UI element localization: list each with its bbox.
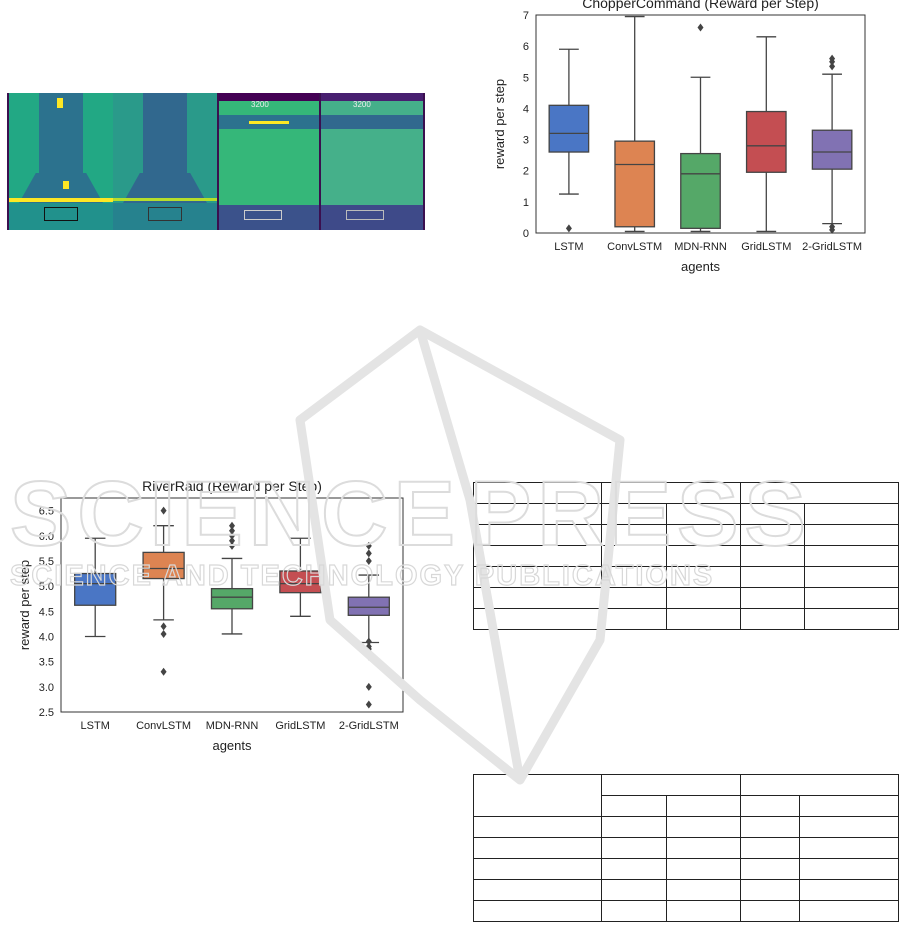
fuel-gauge [44, 207, 78, 221]
y-tick-label: 5.5 [39, 556, 54, 568]
table-row [472, 503, 899, 525]
chart-title: RiverRaid (Reward per Step) [142, 478, 322, 494]
plot-frame [535, 14, 866, 234]
chart-title: ChopperCommand (Reward per Step) [582, 0, 819, 11]
outlier-point [565, 224, 572, 233]
x-tick-label: 2-GridLSTM [802, 241, 862, 253]
table-row [472, 837, 899, 859]
y-axis-label: reward per step [20, 560, 32, 650]
table-header-row [472, 482, 900, 504]
outlier-point [229, 526, 235, 535]
x-tick-label: ConvLSTM [607, 241, 662, 253]
x-tick-label: MDN-RNN [206, 720, 259, 732]
outlier-point [365, 541, 372, 550]
outlier-point [365, 637, 372, 646]
y-tick-label: 3 [523, 135, 529, 147]
table-row [472, 545, 899, 567]
table-row [472, 608, 899, 630]
outlier-point [160, 506, 167, 515]
outlier-point [829, 222, 836, 231]
box-ConvLSTM [614, 140, 656, 228]
riverraid-noisy-panel [113, 93, 217, 230]
atari-frames-figure: 3200 3200 [7, 93, 425, 230]
outlier-point [365, 700, 372, 709]
x-axis-label: agents [681, 259, 721, 274]
box-MDN-RNN [210, 587, 254, 610]
y-tick-label: 4 [523, 103, 529, 115]
results-table-2 [472, 774, 900, 922]
y-axis-label: reward per step [495, 79, 507, 169]
outlier-point [229, 531, 235, 540]
table-row [472, 587, 899, 609]
y-tick-label: 6 [523, 41, 529, 53]
y-tick-label: 2.5 [39, 707, 54, 719]
y-tick-label: 2 [523, 166, 529, 178]
outlier-point [365, 549, 372, 558]
x-tick-label: LSTM [81, 720, 110, 732]
y-tick-label: 1 [523, 197, 529, 209]
y-tick-label: 6.5 [39, 506, 54, 518]
outlier-point [829, 62, 836, 71]
riverraid-original-panel [9, 93, 113, 230]
outlier-point [160, 667, 167, 676]
y-tick-label: 0 [523, 228, 529, 240]
x-tick-label: 2-GridLSTM [339, 720, 399, 732]
score-display: 3200 [251, 100, 269, 109]
box-MDN-RNN [680, 152, 721, 229]
outlier-point [229, 541, 235, 550]
results-table-1 [472, 482, 900, 630]
box-2-GridLSTM [811, 129, 853, 170]
table-row [472, 858, 899, 880]
y-tick-label: 5 [523, 72, 529, 84]
choppercommand-boxplot: ChopperCommand (Reward per Step) 0 1 2 3 4 5 6 7… [495, 0, 866, 274]
box-LSTM [548, 104, 590, 153]
box-ConvLSTM [142, 551, 185, 580]
y-tick-label: 3.5 [39, 657, 54, 669]
outlier-point [160, 622, 167, 631]
x-axis-label: agents [212, 738, 252, 753]
y-tick-label: 6.0 [39, 531, 54, 543]
box-GridLSTM [279, 570, 322, 594]
outlier-point [160, 629, 167, 638]
x-tick-label: ConvLSTM [136, 720, 191, 732]
table-row [472, 566, 899, 588]
table-header-row [472, 774, 900, 817]
box-GridLSTM [745, 110, 787, 173]
table-row [472, 524, 899, 546]
y-tick-label: 5.0 [39, 581, 54, 593]
outlier-point [229, 521, 235, 530]
y-tick-label: 4.5 [39, 606, 54, 618]
box-LSTM [74, 572, 117, 606]
outlier-point [829, 54, 836, 63]
y-tick-label: 7 [523, 10, 529, 22]
x-tick-label: GridLSTM [741, 241, 791, 253]
x-tick-label: LSTM [554, 241, 583, 253]
x-tick-label: MDN-RNN [674, 241, 727, 253]
x-tick-label: GridLSTM [275, 720, 325, 732]
y-tick-label: 3.0 [39, 682, 54, 694]
table-row [472, 900, 899, 922]
riverraid-boxplot: RiverRaid (Reward per Step) 2.5 3.0 3.5 4.0 4… [20, 478, 404, 753]
outlier-point [229, 536, 235, 545]
table-row [472, 879, 899, 901]
outlier-point [365, 556, 372, 565]
choppercommand-noisy-panel: 3200 [321, 93, 423, 230]
outlier-point [365, 682, 372, 691]
y-tick-label: 4.0 [39, 631, 54, 643]
choppercommand-original-panel: 3200 [219, 93, 319, 230]
score-display: 3200 [353, 100, 371, 109]
outlier-point [697, 23, 704, 32]
table-row [472, 816, 899, 838]
box-2-GridLSTM [347, 596, 390, 616]
